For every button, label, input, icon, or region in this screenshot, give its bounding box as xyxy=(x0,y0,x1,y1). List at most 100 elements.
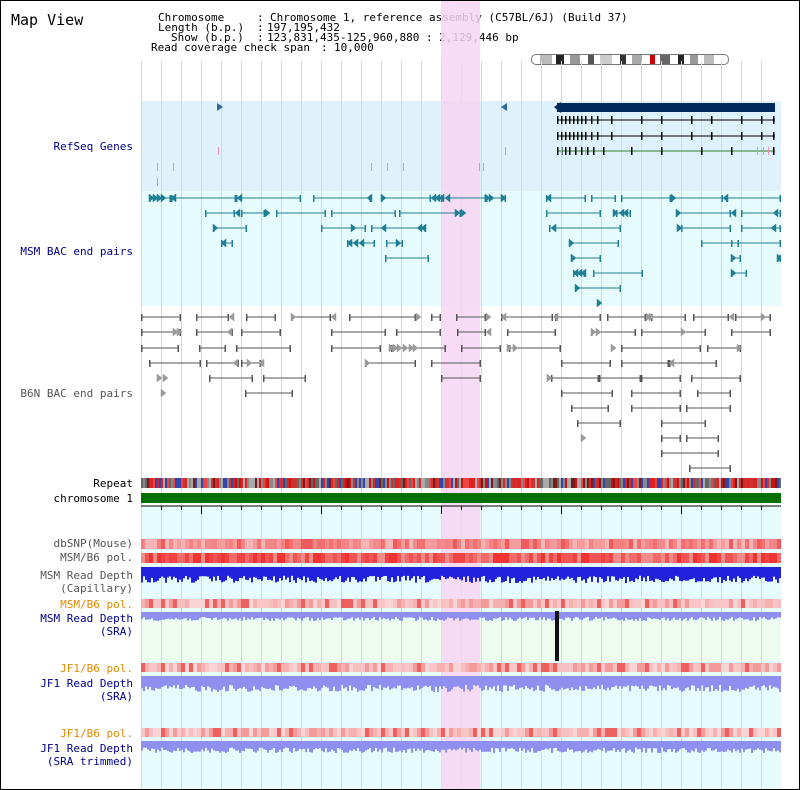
jf1-depth-sra-bar xyxy=(581,676,583,691)
msm-depth-capillary-bar xyxy=(537,567,539,577)
b6n-bac-pair-end xyxy=(729,390,731,397)
msm-bac-pair-end xyxy=(373,240,375,247)
repeat-segment xyxy=(215,478,217,488)
b6n-bac-pair-end xyxy=(679,390,681,397)
jf1-depth-trimmed-bar xyxy=(445,741,447,753)
jf1-b6-pol-strip-2 xyxy=(329,728,333,737)
genome-tracks-plot[interactable] xyxy=(141,1,781,790)
msm-depth-sra-bar xyxy=(545,612,547,621)
msm-b6-pol-strip-2 xyxy=(701,599,705,608)
msm-depth-capillary-bar xyxy=(201,567,203,577)
msm-depth-capillary-bar xyxy=(261,567,263,581)
msm-b6-pol-strip-2 xyxy=(761,599,765,608)
msm-depth-capillary-bar xyxy=(209,567,211,579)
msm-depth-sra-bar xyxy=(273,612,275,621)
msm-b6-pol-strip xyxy=(221,553,225,563)
jf1-b6-pol-strip-1 xyxy=(201,663,205,672)
msm-bac-end-arrow xyxy=(170,193,177,203)
msm-b6-pol-strip-2 xyxy=(437,599,441,608)
dbsnp-strip xyxy=(377,539,381,549)
dbsnp-strip xyxy=(225,539,229,549)
jf1-b6-pol-strip-2 xyxy=(245,728,249,737)
jf1-depth-trimmed-bar xyxy=(261,741,263,749)
jf1-depth-trimmed-bar xyxy=(191,741,193,753)
track-label-b6n-bac[interactable]: B6N BAC end pairs xyxy=(20,387,133,400)
jf1-depth-trimmed-bar xyxy=(709,741,711,749)
msm-depth-capillary-bar xyxy=(719,567,721,578)
jf1-b6-pol-strip-2 xyxy=(281,728,285,737)
track-label-refseq[interactable]: RefSeq Genes xyxy=(53,140,133,153)
jf1-b6-pol-strip-2 xyxy=(193,728,197,737)
jf1-b6-pol-strip-2 xyxy=(365,728,369,737)
msm-depth-sra-bar xyxy=(159,612,161,621)
repeat-segment xyxy=(505,478,507,488)
b6n-bac-end-arrow xyxy=(736,343,743,353)
b6n-bac-pair-end xyxy=(641,375,643,382)
msm-b6-pol-strip-2 xyxy=(625,599,629,608)
msm-depth-sra-bar xyxy=(515,612,517,621)
msm-b6-pol-strip xyxy=(213,553,217,563)
jf1-depth-trimmed-bar xyxy=(665,741,667,753)
repeat-segment xyxy=(333,478,335,488)
jf1-depth-trimmed-bar xyxy=(373,741,375,752)
jf1-b6-pol-strip-2 xyxy=(153,728,157,737)
jf1-depth-sra-bar xyxy=(601,676,603,685)
msm-depth-sra-bar xyxy=(141,612,143,619)
msm-bac-pair-end xyxy=(641,270,643,277)
jf1-depth-sra-bar xyxy=(519,676,521,689)
jf1-depth-sra-bar xyxy=(767,676,769,691)
track-label-msm-bac[interactable]: MSM BAC end pairs xyxy=(20,245,133,258)
jf1-depth-trimmed-bar xyxy=(235,741,237,751)
msm-depth-capillary-bar xyxy=(247,567,249,581)
repeat-segment xyxy=(269,478,271,488)
snp-tick xyxy=(371,163,372,171)
repeat-segment xyxy=(733,478,735,488)
jf1-depth-trimmed-bar xyxy=(419,741,421,751)
jf1-depth-sra-bar xyxy=(709,676,711,692)
b6n-bac-pair-end xyxy=(561,360,563,367)
repeat-segment xyxy=(755,478,757,488)
msm-depth-capillary-bar xyxy=(583,567,585,580)
msm-b6-pol-strip xyxy=(273,553,277,563)
msm-b6-pol-strip-2 xyxy=(441,599,445,608)
jf1-depth-trimmed-bar xyxy=(147,741,149,750)
jf1-depth-sra-bar xyxy=(337,676,339,692)
msm-depth-capillary-bar xyxy=(567,567,569,577)
msm-depth-capillary-bar xyxy=(749,567,751,580)
jf1-depth-sra-bar xyxy=(161,676,163,688)
jf1-depth-sra-bar xyxy=(465,676,467,685)
msm-depth-capillary-bar xyxy=(553,567,555,581)
dbsnp-strip xyxy=(445,539,449,549)
jf1-depth-sra-bar xyxy=(333,676,335,687)
jf1-depth-trimmed-bar xyxy=(307,741,309,749)
repeat-segment xyxy=(245,478,247,488)
msm-b6-pol-strip xyxy=(713,553,717,563)
msm-depth-sra-bar xyxy=(607,612,609,619)
jf1-b6-pol-strip-1 xyxy=(681,663,685,672)
b6n-bac-pair-end xyxy=(634,329,636,336)
b6n-bac-end-arrow xyxy=(330,312,337,322)
jf1-b6-pol-strip-1 xyxy=(549,663,553,672)
jf1-b6-pol-strip-1 xyxy=(393,663,397,672)
jf1-depth-trimmed-bar xyxy=(693,741,695,752)
jf1-b6-pol-strip-2 xyxy=(457,728,461,737)
msm-depth-sra-bar xyxy=(517,612,519,619)
msm-depth-sra-bar xyxy=(567,612,569,618)
jf1-b6-pol-strip-1 xyxy=(197,663,201,672)
jf1-depth-trimmed-bar xyxy=(597,741,599,749)
jf1-b6-pol-strip-1 xyxy=(593,663,597,672)
jf1-b6-pol-strip-2 xyxy=(569,728,573,737)
jf1-b6-pol-strip-2 xyxy=(313,728,317,737)
msm-depth-sra-bar xyxy=(317,612,319,619)
jf1-depth-trimmed-bar xyxy=(155,741,157,753)
jf1-depth-trimmed-bar xyxy=(525,741,527,753)
msm-b6-pol-strip-2 xyxy=(317,599,321,608)
dbsnp-strip xyxy=(281,539,285,549)
msm-b6-pol-strip-2 xyxy=(425,599,429,608)
jf1-depth-sra-bar xyxy=(635,676,637,686)
dbsnp-strip xyxy=(753,539,757,549)
chromosome-ideogram[interactable] xyxy=(531,54,729,65)
jf1-b6-pol-strip-1 xyxy=(185,663,189,672)
dbsnp-strip xyxy=(177,539,181,549)
jf1-b6-pol-strip-2 xyxy=(573,728,577,737)
